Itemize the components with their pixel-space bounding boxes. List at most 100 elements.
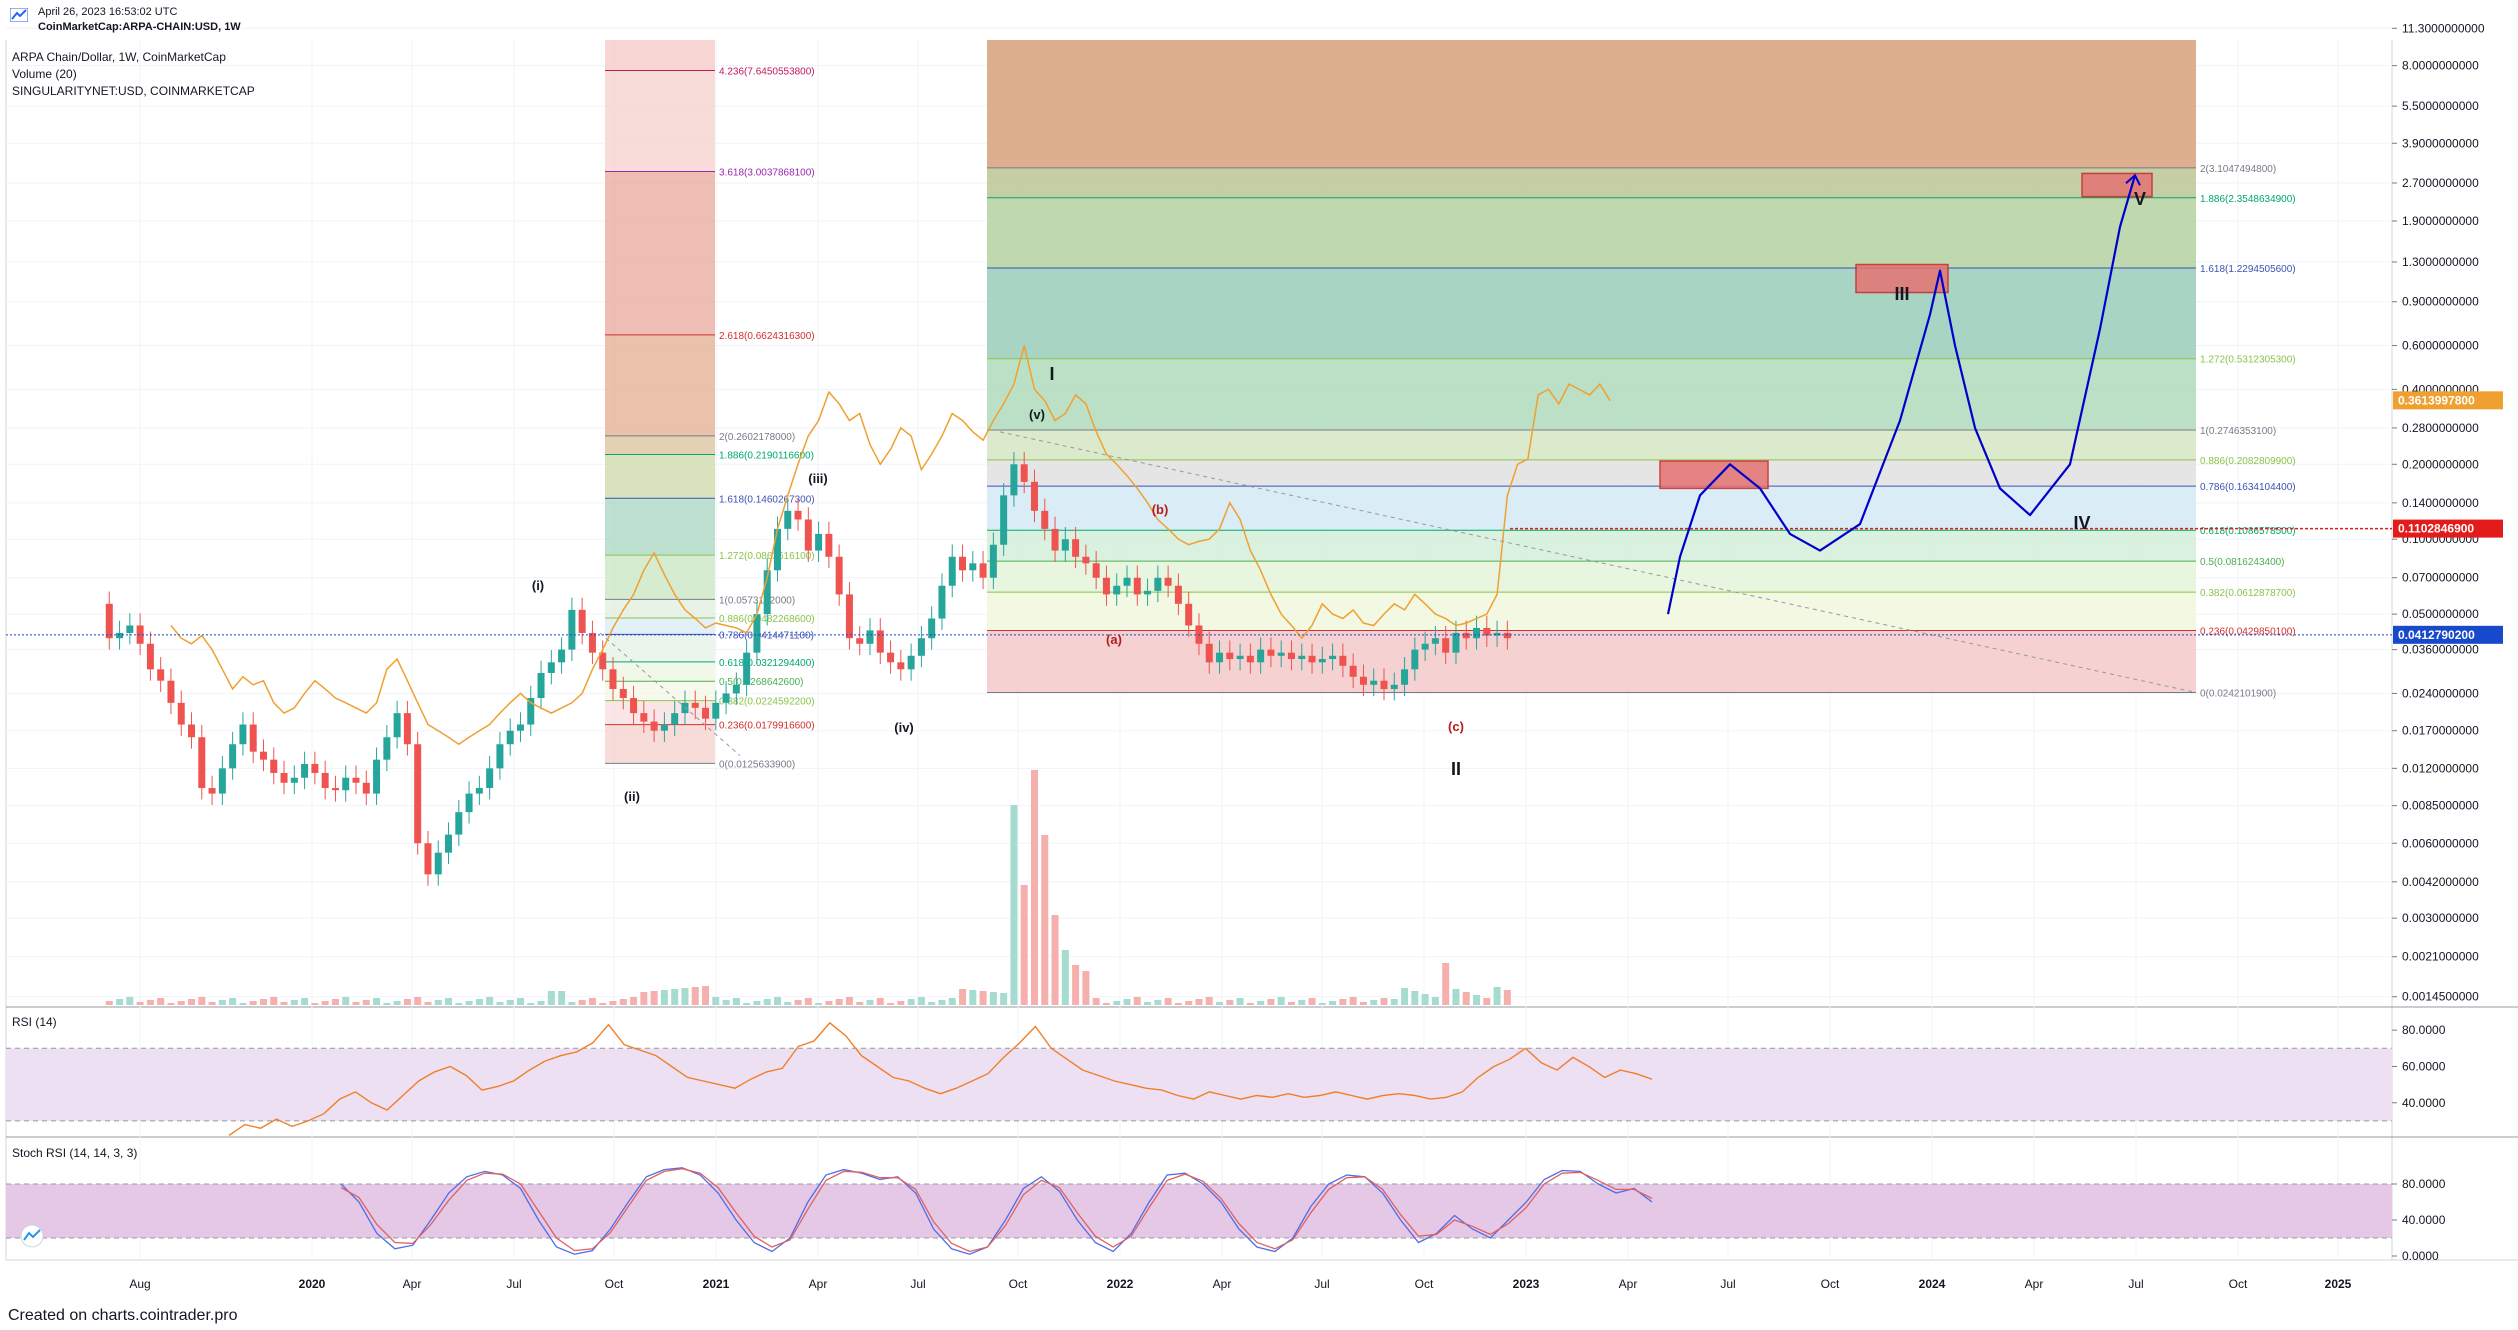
candle-body [599, 652, 607, 670]
volume-bar [1380, 998, 1388, 1005]
candle-body [198, 737, 206, 789]
volume-bar [558, 991, 566, 1005]
volume-bar [1020, 885, 1028, 1005]
volume-bar [116, 999, 124, 1005]
rsi-band [6, 1048, 2392, 1121]
candle-body [763, 570, 771, 615]
projection-path [1666, 174, 2137, 615]
volume-bar [650, 991, 658, 1005]
candle-body [897, 662, 905, 670]
fib-zone-right [987, 358, 2196, 431]
fib-zone-right [987, 530, 2196, 562]
candle-body [979, 563, 987, 578]
volume-bar [1462, 992, 1470, 1005]
fib-label-left: 0.618(0.0321294400) [719, 658, 815, 669]
candle-body [1431, 638, 1439, 644]
candle-body [1473, 627, 1481, 639]
candle-body [1359, 676, 1367, 685]
candle-body [383, 737, 391, 760]
volume-bar [352, 1002, 360, 1005]
volume-bar [475, 999, 483, 1005]
candle-body [1174, 585, 1182, 604]
fib-zone-left [605, 498, 715, 556]
candle-body [1370, 680, 1378, 685]
y-tick-label: 0.0021000000 [2402, 950, 2479, 964]
volume-bar [1102, 1003, 1110, 1005]
fib-zone-left [605, 661, 715, 682]
candle-body [753, 614, 761, 653]
wave-label: (b) [1152, 502, 1169, 517]
fib-label-left: 1.618(0.1460267300) [719, 494, 815, 505]
rsi-title[interactable]: RSI (14) [12, 1015, 57, 1029]
candle-body [229, 744, 237, 769]
candle-body [301, 763, 309, 778]
candle-body [1216, 652, 1224, 663]
candle-body [188, 724, 196, 738]
candle-body [876, 630, 884, 653]
volume-bar [1164, 998, 1172, 1005]
candle-body [558, 649, 566, 663]
candle-body [1318, 659, 1326, 663]
y-tick-label: 0.6000000000 [2402, 339, 2479, 353]
volume-bar [465, 1001, 473, 1005]
candle-body [989, 544, 997, 578]
candle-body [887, 652, 895, 663]
legend-overlay[interactable]: SINGULARITYNET:USD, COINMARKETCAP [12, 84, 255, 98]
volume-bar [1267, 999, 1275, 1005]
volume-bar [136, 1002, 144, 1005]
volume-bar [660, 990, 668, 1005]
candle-body [609, 669, 617, 690]
y-tick-label: 8.0000000000 [2402, 59, 2479, 73]
candle-body [1030, 481, 1038, 511]
y-tick-label: 0.0042000000 [2402, 875, 2479, 889]
volume-bar [321, 1001, 329, 1005]
stoch-tick-label: 40.0000 [2402, 1213, 2446, 1227]
volume-bar [146, 1000, 154, 1005]
candle-body [907, 655, 915, 670]
fib-zone-left [605, 435, 715, 455]
volume-bar [290, 1000, 298, 1005]
candle-body [1185, 603, 1193, 626]
candle-body [362, 782, 370, 794]
volume-bar [1329, 1001, 1337, 1005]
legend-main[interactable]: ARPA Chain/Dollar, 1W, CoinMarketCap [12, 50, 226, 64]
volume-bar [866, 1000, 874, 1005]
candle-body [1010, 464, 1018, 496]
volume-bar [1246, 1003, 1254, 1005]
volume-bar [588, 998, 596, 1005]
legend-volume[interactable]: Volume (20) [12, 67, 77, 81]
candle-body [146, 643, 154, 670]
fib-label-left: 0.5(0.0268642600) [719, 677, 804, 688]
wave-label: (a) [1106, 632, 1122, 647]
volume-bar [763, 999, 771, 1005]
volume-bar [311, 1003, 319, 1005]
volume-bar [1123, 999, 1131, 1005]
y-tick-label: 0.0120000000 [2402, 761, 2479, 775]
candle-body [331, 788, 339, 791]
volume-bar [1133, 997, 1141, 1005]
volume-bar [1277, 997, 1285, 1005]
x-tick-label: Oct [1415, 1277, 1434, 1291]
candle-body [465, 793, 473, 813]
wave-label: IV [2073, 513, 2090, 533]
wave-label: V [2134, 189, 2146, 209]
price-label: 0.0412790200 [2398, 628, 2475, 642]
candle-body [1493, 632, 1501, 636]
x-tick-label: 2022 [1107, 1277, 1134, 1291]
candle-body [537, 672, 545, 699]
stoch-band [6, 1184, 2392, 1238]
volume-bar [1411, 991, 1419, 1005]
price-label: 0.3613997800 [2398, 393, 2475, 407]
stoch-rsi-title[interactable]: Stoch RSI (14, 14, 3, 3) [12, 1146, 138, 1160]
x-tick-label: Aug [129, 1277, 150, 1291]
volume-bar [578, 1000, 586, 1005]
volume-bar [743, 1003, 751, 1005]
trend-line-2 [599, 632, 741, 756]
volume-bar [876, 998, 884, 1005]
fib-zone-left [605, 681, 715, 701]
wave-label: (c) [1448, 719, 1464, 734]
candle-body [568, 609, 576, 650]
volume-bar [1072, 965, 1080, 1005]
volume-bar [989, 992, 997, 1005]
